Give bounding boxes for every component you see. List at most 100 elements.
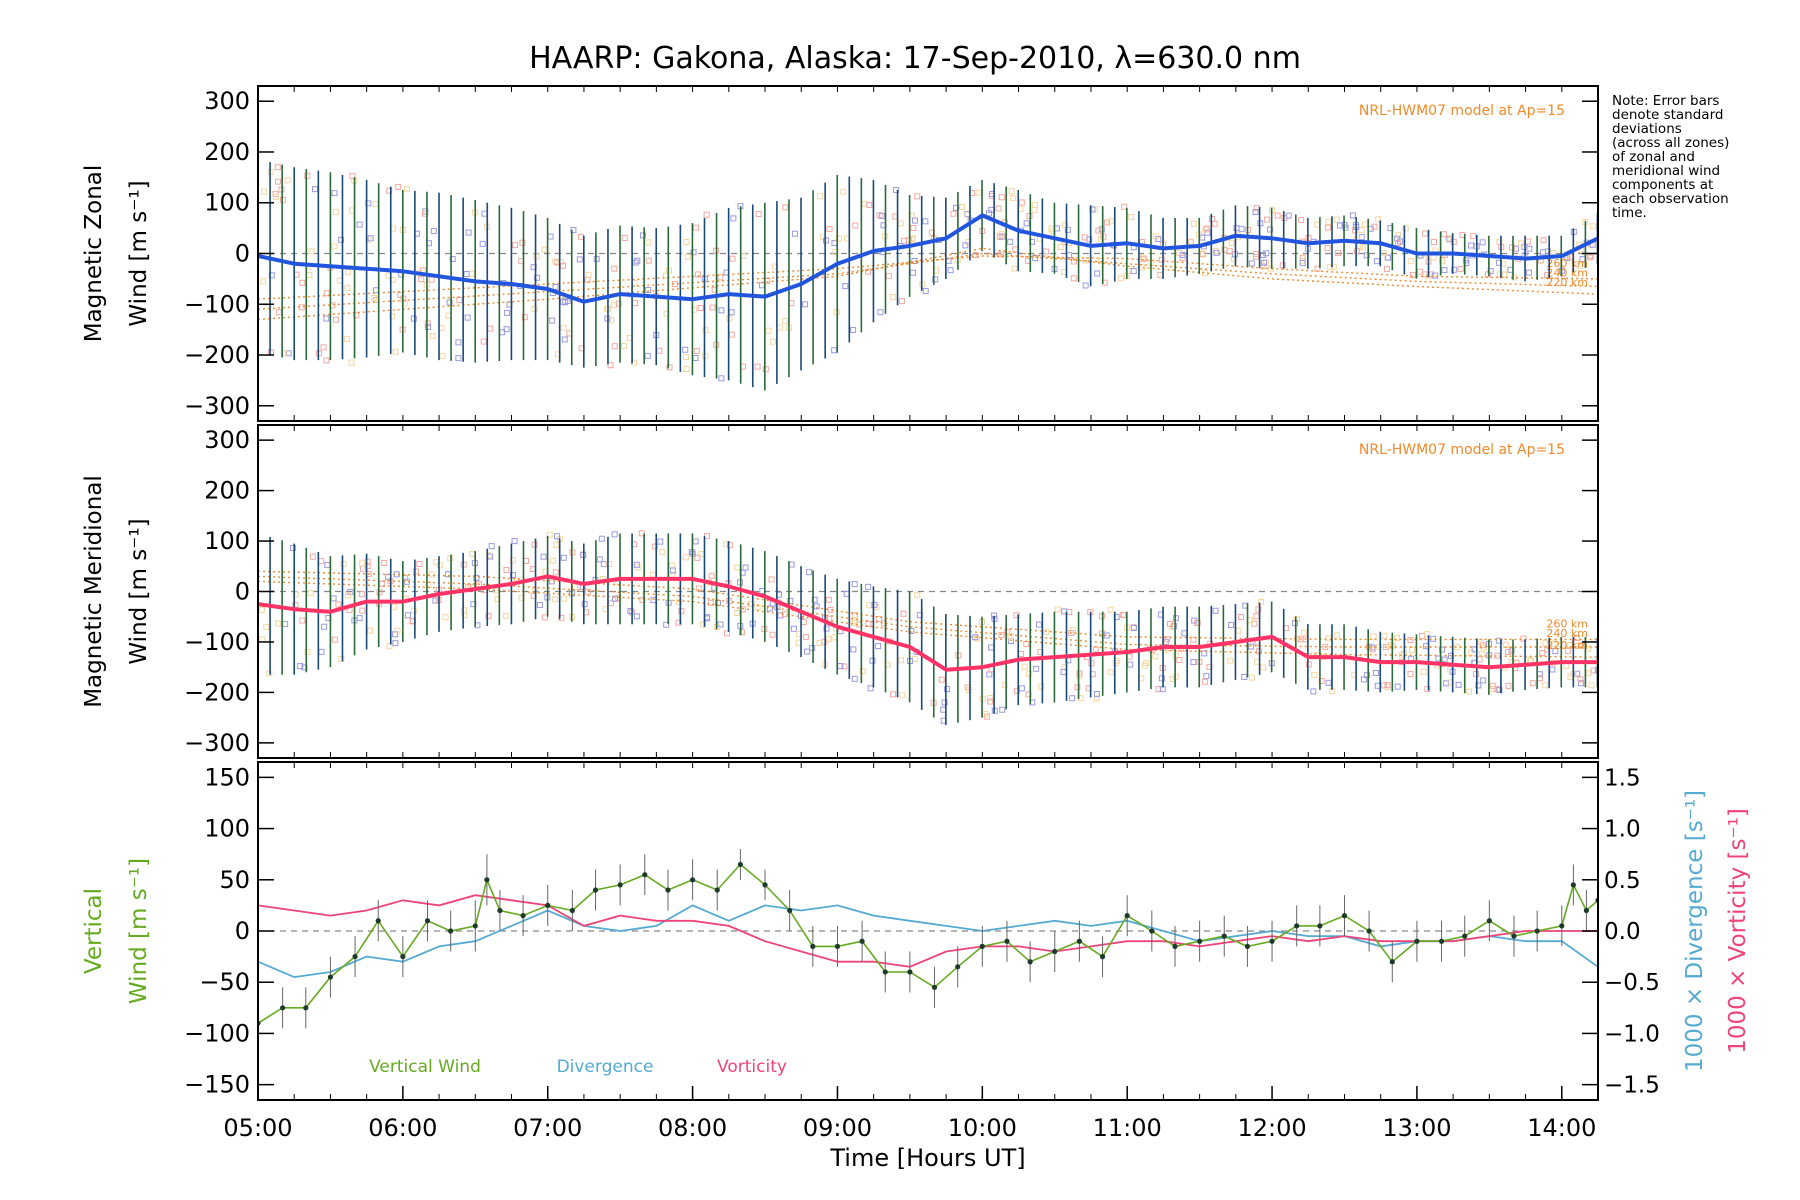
zone-point xyxy=(428,276,435,283)
vertical-wind-point xyxy=(1341,913,1348,919)
zone-point xyxy=(1496,686,1503,693)
zone-point xyxy=(682,354,689,361)
y-tick-label: 300 xyxy=(204,87,250,115)
zone-point xyxy=(394,627,401,634)
zone-point xyxy=(289,545,296,552)
zone-point xyxy=(367,235,374,242)
zone-point xyxy=(1325,679,1332,686)
zone-point xyxy=(876,212,883,219)
zone-point xyxy=(982,710,989,717)
zone-point xyxy=(1431,238,1438,245)
zone-point xyxy=(944,686,951,693)
zone-point xyxy=(359,607,366,614)
y-tick-label: −300 xyxy=(184,729,250,757)
zone-point xyxy=(1505,648,1512,655)
zone-point xyxy=(1060,269,1067,276)
zone-point xyxy=(804,648,811,655)
vertical-wind-point xyxy=(931,984,938,990)
zone-point xyxy=(446,299,453,306)
model-altitude-label: 260 km xyxy=(1546,257,1588,270)
zone-point xyxy=(728,309,735,316)
zone-point xyxy=(1248,674,1255,681)
zone-point xyxy=(885,272,892,279)
zone-point xyxy=(553,541,560,548)
zone-point xyxy=(332,316,339,323)
zone-point xyxy=(1060,669,1067,676)
zone-point xyxy=(959,204,966,211)
zone-point xyxy=(318,648,325,655)
vertical-wind-point xyxy=(617,882,623,888)
zone-point xyxy=(1478,651,1485,658)
zone-point xyxy=(914,592,921,599)
zone-point xyxy=(1371,223,1378,230)
zone-point xyxy=(1349,212,1356,219)
zone-point xyxy=(275,309,282,316)
zone-point xyxy=(697,304,704,311)
zone-point xyxy=(718,307,725,314)
zone-point xyxy=(1031,201,1038,208)
vertical-wind-point xyxy=(569,907,575,914)
zone-point xyxy=(1201,650,1208,657)
model-altitude-label: 220 km xyxy=(1546,276,1588,289)
y-axis-label-line1: Magnetic Zonal xyxy=(81,165,107,343)
zone-point xyxy=(1422,271,1429,278)
zone-point xyxy=(376,589,383,596)
x-tick-label: 10:00 xyxy=(948,1114,1017,1142)
y-tick-label: 300 xyxy=(204,426,250,454)
zone-point xyxy=(1098,235,1105,242)
zone-point xyxy=(552,569,559,576)
zone-point xyxy=(633,613,640,620)
vorticity-line xyxy=(258,894,1598,968)
zone-point xyxy=(304,649,311,656)
zone-point xyxy=(1061,608,1068,615)
zone-point xyxy=(1267,226,1274,233)
zone-point xyxy=(504,309,511,316)
zone-point xyxy=(1264,216,1271,223)
zone-point xyxy=(1590,667,1597,674)
zone-point xyxy=(638,530,645,537)
zone-point xyxy=(373,287,380,294)
y-axis-label-line2: Wind [m s⁻¹] xyxy=(126,518,152,664)
vertical-wind-point xyxy=(448,928,454,934)
zone-point xyxy=(634,257,641,264)
zone-point xyxy=(259,636,266,643)
zone-point xyxy=(410,315,417,322)
zone-point xyxy=(1235,627,1242,634)
right-axis-label-vorticity: 1000 × Vorticity [s⁻¹] xyxy=(1725,808,1751,1054)
zone-point xyxy=(768,576,775,583)
zone-point xyxy=(1359,244,1366,251)
zone-point xyxy=(1439,258,1446,265)
zone-point xyxy=(875,615,882,622)
zone-point xyxy=(1227,657,1234,664)
zone-point xyxy=(338,236,345,243)
zone-point xyxy=(823,625,830,632)
zone-point xyxy=(827,606,834,613)
zone-point xyxy=(813,603,820,610)
zone-point xyxy=(1416,268,1423,275)
zone-point xyxy=(410,607,417,614)
error-bar-note: Note: Error bars denote standard deviati… xyxy=(1612,93,1730,221)
zone-point xyxy=(364,562,371,569)
zone-point xyxy=(734,564,741,571)
zone-point xyxy=(1011,265,1018,272)
zone-point xyxy=(1190,659,1197,666)
model-altitude-label: 220 km xyxy=(1546,639,1588,652)
zone-point xyxy=(330,595,337,602)
vertical-wind-point xyxy=(1486,918,1492,924)
zone-point xyxy=(911,655,918,662)
zone-point xyxy=(480,338,487,345)
zone-point xyxy=(1407,258,1414,265)
zone-point xyxy=(1299,254,1306,261)
zone-point xyxy=(1187,238,1194,245)
zone-point xyxy=(1068,630,1075,637)
zone-point xyxy=(998,194,1005,201)
zone-point xyxy=(865,621,872,628)
zone-point xyxy=(331,190,338,197)
zone-point xyxy=(1190,636,1197,643)
zone-point xyxy=(782,204,789,211)
model-altitude-label: 240 km xyxy=(1546,266,1588,279)
zone-point xyxy=(603,305,610,312)
zone-point xyxy=(1383,265,1390,272)
